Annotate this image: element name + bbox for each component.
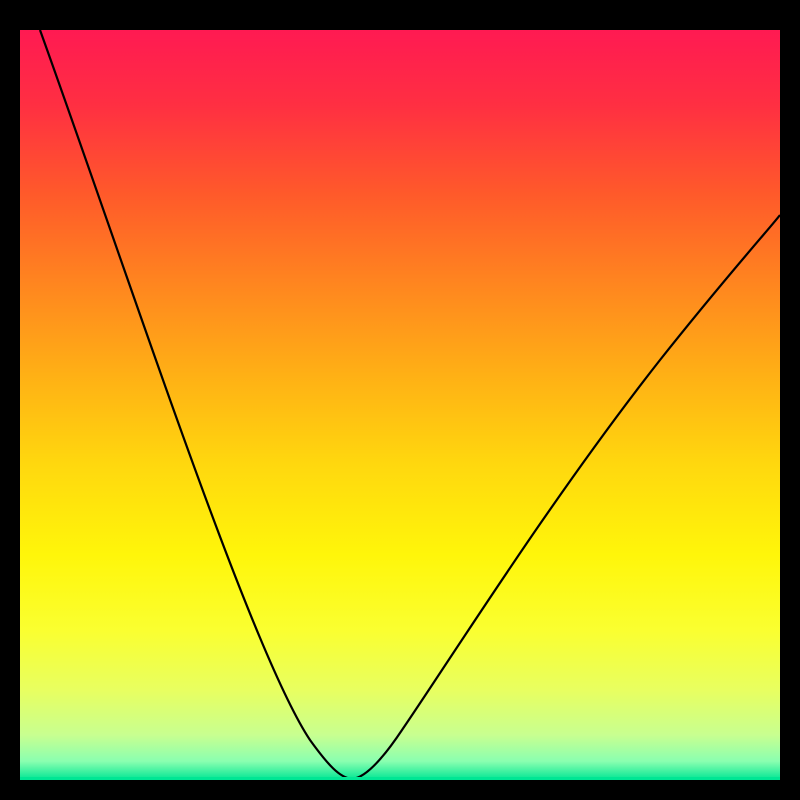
frame-top: [0, 0, 800, 30]
frame-right: [780, 0, 800, 800]
curve-layer: [20, 30, 780, 780]
frame-bottom: [0, 780, 800, 800]
bottleneck-curve: [40, 30, 780, 779]
plot-area: [20, 30, 780, 780]
frame-left: [0, 0, 20, 800]
